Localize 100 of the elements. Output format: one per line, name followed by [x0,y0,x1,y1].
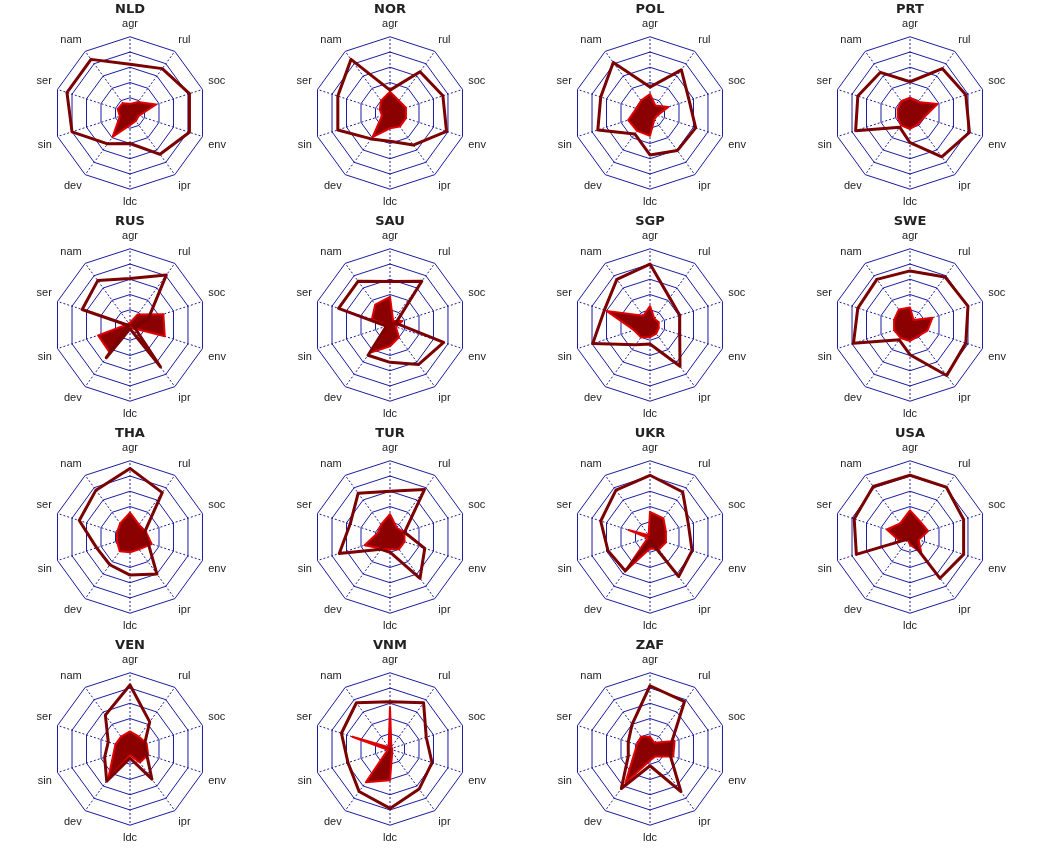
spoke-label: rul [438,32,451,45]
spoke-label: nam [580,32,602,45]
spoke-label: ser [36,710,53,723]
spoke-label: soc [988,286,1006,299]
spoke-label: ser [556,74,573,87]
spoke-label: nam [840,456,862,469]
spoke-label: rul [178,456,191,469]
spoke-label: agr [642,229,659,242]
spoke-label: ser [296,498,313,511]
spoke-label: ipr [178,391,191,404]
spoke-label: env [988,562,1007,575]
chart-title: NOR [374,1,406,17]
spoke-label: ipr [178,179,191,192]
spoke-label: soc [728,286,746,299]
spoke-label: soc [208,710,226,723]
spoke-label: rul [958,32,971,45]
spoke-label: sin [37,138,52,151]
spoke-label: dev [583,391,603,404]
spoke-label: dev [583,603,603,616]
spoke-label: sin [557,350,572,363]
spoke-label: ser [556,286,573,299]
spoke-label: rul [698,456,711,469]
spoke-label: nam [320,32,342,45]
spoke-label: env [208,562,227,575]
spoke-label: rul [958,456,971,469]
spoke-label: soc [728,498,746,511]
spoke-label: agr [642,653,659,666]
spoke-label: ipr [698,815,711,828]
spoke-label: ser [556,498,573,511]
spoke-label: ldc [382,830,398,843]
spoke-label: dev [63,391,83,404]
spoke-label: soc [208,74,226,87]
spoke-label: ldc [122,618,138,631]
spoke-label: env [988,350,1007,363]
spoke-label: sin [557,138,572,151]
spoke-label: sin [817,350,832,363]
spoke-label: ipr [178,815,191,828]
spoke-label: ser [36,498,53,511]
spoke-label: ser [816,286,833,299]
spoke-label: rul [698,32,711,45]
spoke-label: rul [438,244,451,257]
spoke-label: env [988,138,1007,151]
spoke-label: env [728,350,747,363]
spoke-label: ipr [698,391,711,404]
spoke-label: ser [816,74,833,87]
chart-title: POL [635,1,665,17]
spoke-label: agr [122,653,139,666]
spoke-label: dev [843,603,863,616]
spoke-label: agr [122,441,139,454]
spoke-label: sin [297,562,312,575]
spoke-label: env [728,562,747,575]
spoke-label: ser [296,710,313,723]
spoke-label: sin [557,562,572,575]
spoke-label: nam [60,244,82,257]
spoke-label: nam [320,244,342,257]
spoke-label: ipr [438,603,451,616]
spoke-label: ldc [122,830,138,843]
spoke-label: rul [698,244,711,257]
spoke-label: ldc [902,406,918,419]
spoke-label: rul [178,668,191,681]
spoke-label: ldc [382,194,398,207]
spoke-label: agr [122,229,139,242]
spoke-label: env [468,138,487,151]
spoke-label: env [728,138,747,151]
spoke-label: env [468,562,487,575]
spoke-label: agr [642,441,659,454]
spoke-label: sin [37,350,52,363]
spoke-label: ldc [642,618,658,631]
spoke-label: rul [178,244,191,257]
spoke-label: ldc [902,194,918,207]
spoke-label: ser [296,286,313,299]
chart-title: VEN [115,637,145,653]
spoke-label: sin [817,562,832,575]
spoke-label: agr [382,441,399,454]
spoke-label: dev [323,179,343,192]
spoke-label: soc [208,286,226,299]
chart-title: ZAF [635,637,665,653]
spoke-label: ldc [122,406,138,419]
spoke-label: nam [60,668,82,681]
spoke-label: ipr [958,603,971,616]
spoke-label: dev [323,815,343,828]
spoke-label: ipr [438,815,451,828]
spoke-label: soc [468,74,486,87]
spoke-label: soc [468,498,486,511]
spoke-label: agr [382,653,399,666]
spoke-label: rul [958,244,971,257]
spoke-label: ipr [698,603,711,616]
chart-title: SGP [635,213,665,229]
spoke-label: nam [580,456,602,469]
spoke-label: dev [843,179,863,192]
spoke-label: sin [297,350,312,363]
spoke-label: soc [988,498,1006,511]
spoke-label: nam [580,668,602,681]
chart-title: PRT [896,1,925,17]
spoke-label: dev [63,179,83,192]
spoke-label: ipr [958,179,971,192]
spoke-label: env [208,350,227,363]
spoke-label: soc [468,710,486,723]
spoke-label: ldc [642,830,658,843]
spoke-label: sin [557,774,572,787]
